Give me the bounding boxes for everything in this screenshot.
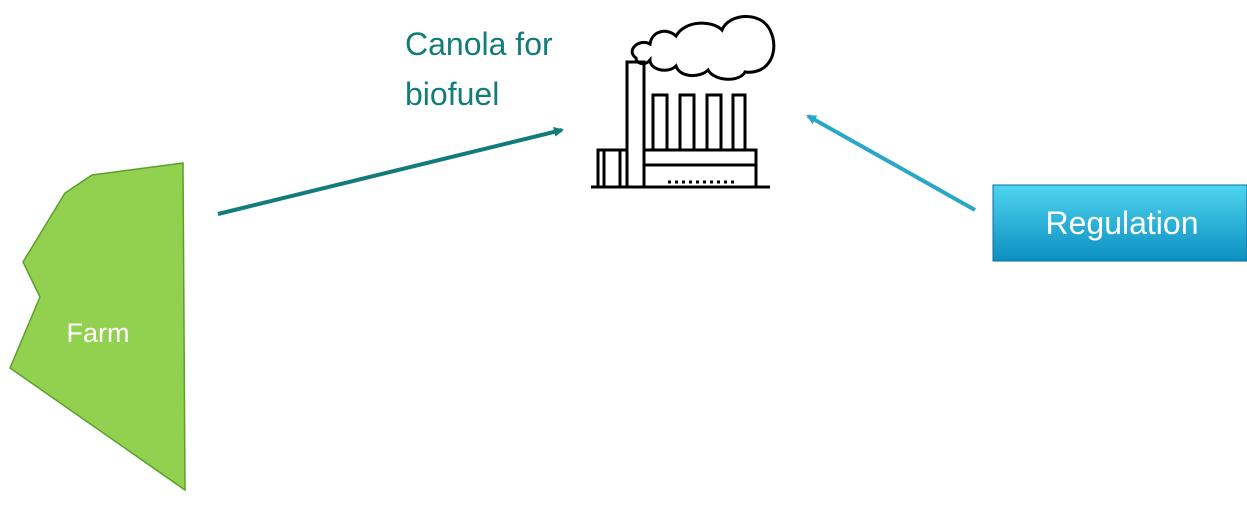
arrow [217,127,564,216]
factory-label: Canola for biofuel [405,26,562,112]
factory-label-line: biofuel [405,76,499,112]
regulation-label: Regulation [1046,205,1199,241]
arrow [806,114,976,212]
farm-label: Farm [67,318,130,348]
regulation-box [992,184,1247,262]
factory-icon [591,15,776,189]
factory-label-line: Canola for [405,26,553,62]
farm-shape [9,162,186,492]
